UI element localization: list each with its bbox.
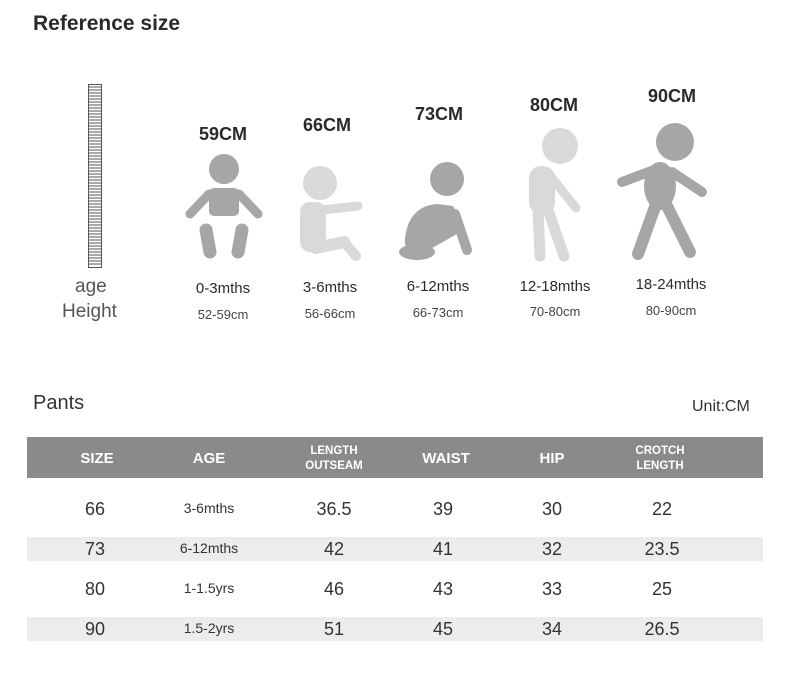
cell-crotch: 26.5 [644,619,680,639]
figure-range-label: 80-90cm [645,303,697,318]
table-row: 80 1-1.5yrs 46 43 33 25 [27,577,763,601]
figure-height-label: 66CM [302,115,351,135]
toddler-walking-icon [614,122,710,264]
cell-crotch: 25 [651,579,673,599]
header-waist: WAIST [422,450,470,467]
cell-waist: 43 [432,579,454,599]
reference-title: Reference size [33,12,181,35]
cell-length: 46 [323,579,345,599]
header-crotch-line2: LENGTH [636,460,684,472]
cell-waist: 39 [432,499,454,519]
figure-age-label: 6-12mths [406,278,470,295]
cell-waist: 41 [432,539,454,559]
table-header: SIZE AGE LENGTH OUTSEAM WAIST HIP CROTCH… [27,437,763,478]
cell-age: 6-12mths [179,540,239,556]
figure-range-label: 52-59cm [197,307,249,322]
table-row: 73 6-12mths 42 41 32 23.5 [27,537,763,561]
cell-hip: 32 [541,539,563,559]
toddler-standing-icon [520,126,586,266]
figure-height-label: 90CM [647,86,696,106]
cell-size: 90 [84,619,106,639]
axis-label-age: age [75,276,107,297]
pants-title: Pants [33,392,85,414]
figure-age-label: 12-18mths [519,278,591,295]
cell-length: 42 [323,539,345,559]
cell-hip: 33 [541,579,563,599]
baby-sitting-icon [296,164,366,264]
header-crotch-length: CROTCH LENGTH [610,444,710,474]
cell-length: 51 [323,619,345,639]
figure-age-label: 3-6mths [302,279,358,296]
cell-length: 36.5 [316,499,352,519]
figure-age-label: 18-24mths [635,276,707,293]
header-crotch-line1: CROTCH [635,445,685,457]
cell-crotch: 23.5 [644,539,680,559]
header-hip: HIP [539,450,565,467]
figure-age-label: 0-3mths [195,280,251,297]
header-size: SIZE [80,450,114,467]
figure-range-label: 56-66cm [304,306,356,321]
cell-age: 1.5-2yrs [183,620,235,636]
header-length-line2: OUTSEAM [305,460,363,472]
table-row: 90 1.5-2yrs 51 45 34 26.5 [27,617,763,641]
cell-hip: 30 [541,499,563,519]
figure-range-label: 70-80cm [529,304,581,319]
figure-range-label: 66-73cm [412,305,464,320]
figure-height-label: 59CM [198,124,247,144]
baby-crawling-icon [395,160,480,264]
figure-height-label: 73CM [414,104,463,124]
baby-lying-icon [184,152,264,264]
unit-label: Unit:CM [692,398,750,415]
height-ruler-icon [88,84,102,268]
figure-height-label: 80CM [529,95,578,115]
header-length-line1: LENGTH [310,445,358,457]
axis-label-height: Height [62,301,117,322]
cell-age: 1-1.5yrs [183,580,235,596]
table-row: 66 3-6mths 36.5 39 30 22 [27,497,763,521]
cell-crotch: 22 [651,499,673,519]
cell-hip: 34 [541,619,563,639]
header-age: AGE [192,450,226,467]
cell-age: 3-6mths [183,500,235,516]
cell-size: 66 [84,499,106,519]
header-length-outseam: LENGTH OUTSEAM [284,444,384,474]
cell-size: 80 [84,579,106,599]
cell-size: 73 [84,539,106,559]
cell-waist: 45 [432,619,454,639]
